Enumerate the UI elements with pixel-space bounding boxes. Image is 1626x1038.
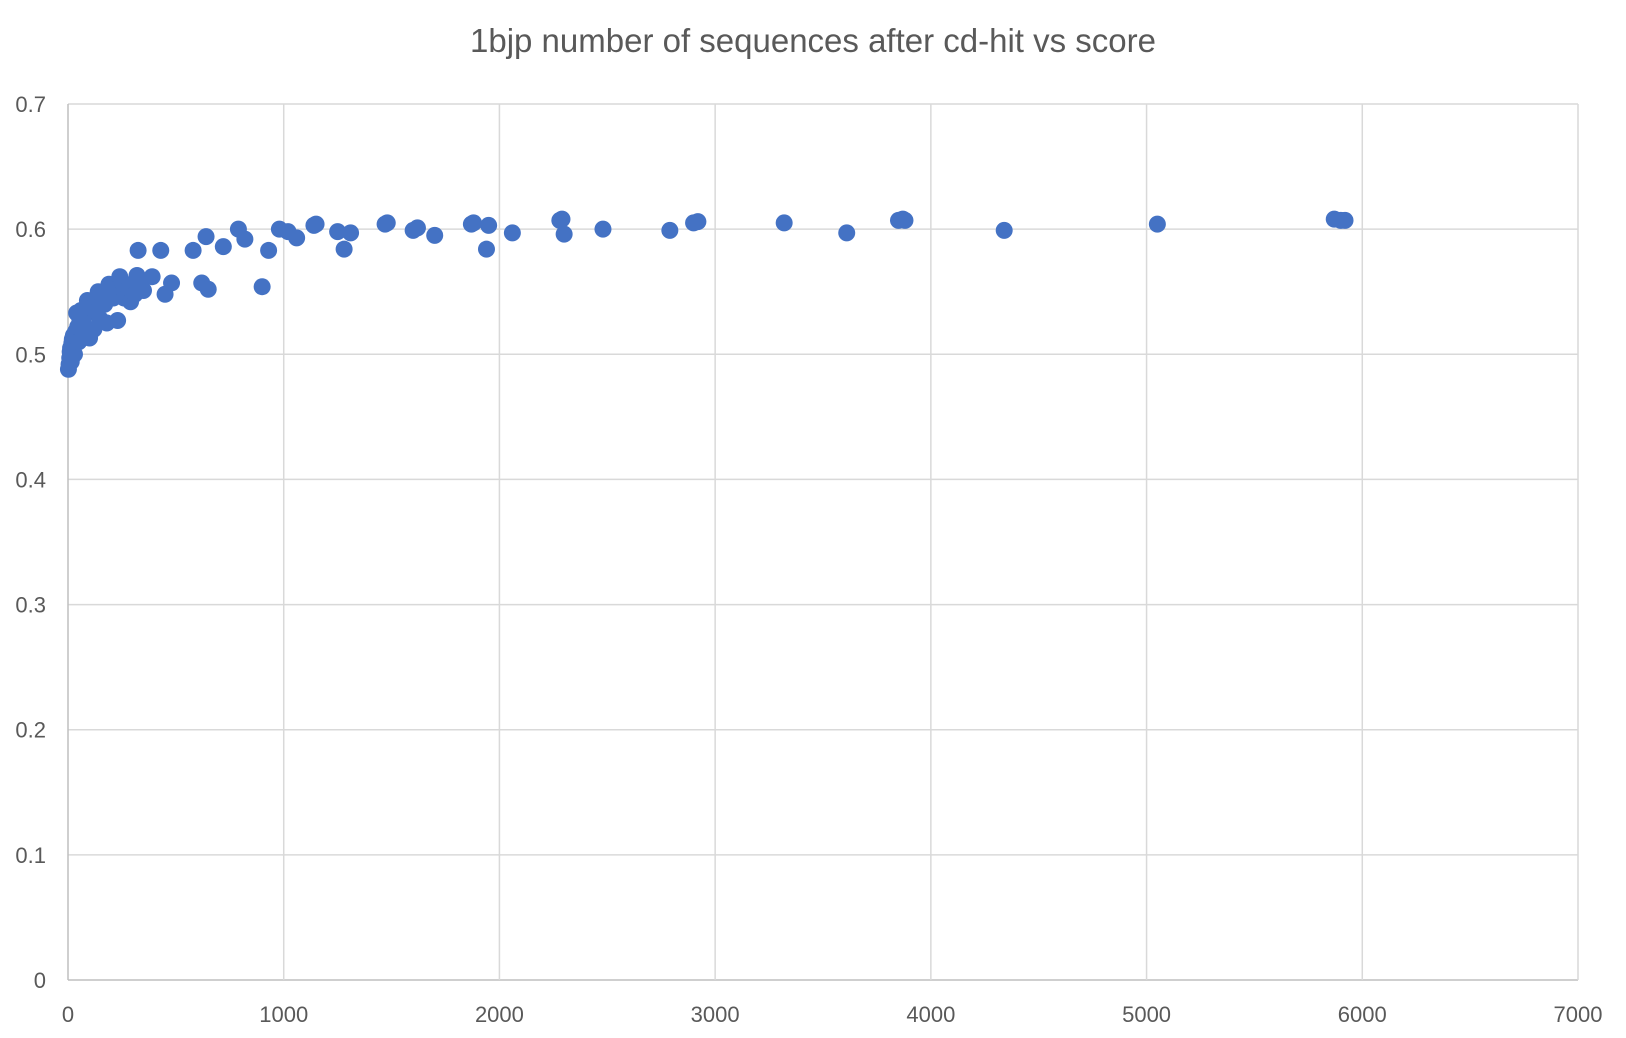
- x-axis-tick-labels: 0 1000 2000 3000 4000 5000 6000 7000: [62, 1002, 1603, 1027]
- data-point: [199, 280, 217, 298]
- data-point: [426, 226, 444, 244]
- data-point: [594, 220, 612, 238]
- data-point: [378, 214, 396, 232]
- data-point: [135, 281, 152, 299]
- y-tick-label: 0.4: [15, 467, 46, 492]
- data-point: [197, 228, 215, 246]
- data-point: [335, 240, 353, 258]
- data-point: [214, 238, 232, 256]
- data-point: [163, 274, 181, 292]
- data-point: [465, 214, 483, 232]
- data-point: [775, 214, 793, 232]
- y-tick-label: 0.1: [15, 843, 46, 868]
- data-point: [307, 215, 325, 233]
- data-point: [143, 268, 161, 286]
- y-tick-label: 0.3: [15, 593, 46, 618]
- y-tick-label: 0.6: [15, 217, 46, 242]
- data-point: [129, 241, 147, 259]
- data-point: [555, 225, 573, 243]
- data-point: [253, 278, 271, 296]
- data-point: [480, 216, 498, 234]
- y-axis-tick-labels: 0 0.1 0.2 0.3 0.4 0.5 0.6 0.7: [15, 92, 46, 993]
- y-tick-label: 0: [34, 968, 46, 993]
- data-point: [838, 224, 856, 242]
- data-point: [896, 211, 914, 229]
- data-point: [477, 240, 495, 258]
- data-point: [1336, 211, 1354, 229]
- data-point: [689, 213, 707, 231]
- data-point: [342, 224, 360, 242]
- data-point: [260, 241, 278, 259]
- data-point: [503, 224, 521, 242]
- data-point: [661, 221, 679, 239]
- x-tick-label: 7000: [1554, 1002, 1603, 1027]
- data-point: [184, 241, 202, 259]
- data-point: [288, 229, 306, 247]
- data-point: [553, 210, 571, 228]
- data-point: [1148, 215, 1166, 233]
- chart-title: 1bjp number of sequences after cd-hit vs…: [469, 22, 1157, 59]
- x-tick-label: 3000: [691, 1002, 740, 1027]
- y-tick-label: 0.7: [15, 92, 46, 117]
- x-tick-label: 0: [62, 1002, 74, 1027]
- data-point: [152, 241, 170, 259]
- x-tick-label: 4000: [906, 1002, 955, 1027]
- x-tick-label: 6000: [1338, 1002, 1387, 1027]
- y-tick-label: 0.2: [15, 718, 46, 743]
- grid: [67, 103, 1579, 981]
- x-tick-label: 2000: [475, 1002, 524, 1027]
- data-point: [995, 221, 1013, 239]
- data-point: [236, 230, 254, 248]
- y-tick-label: 0.5: [15, 342, 46, 367]
- x-tick-label: 5000: [1122, 1002, 1171, 1027]
- data-point: [109, 311, 127, 329]
- x-tick-label: 1000: [259, 1002, 308, 1027]
- data-point: [408, 219, 426, 237]
- data-point: [329, 223, 347, 241]
- data-points: [59, 210, 1354, 378]
